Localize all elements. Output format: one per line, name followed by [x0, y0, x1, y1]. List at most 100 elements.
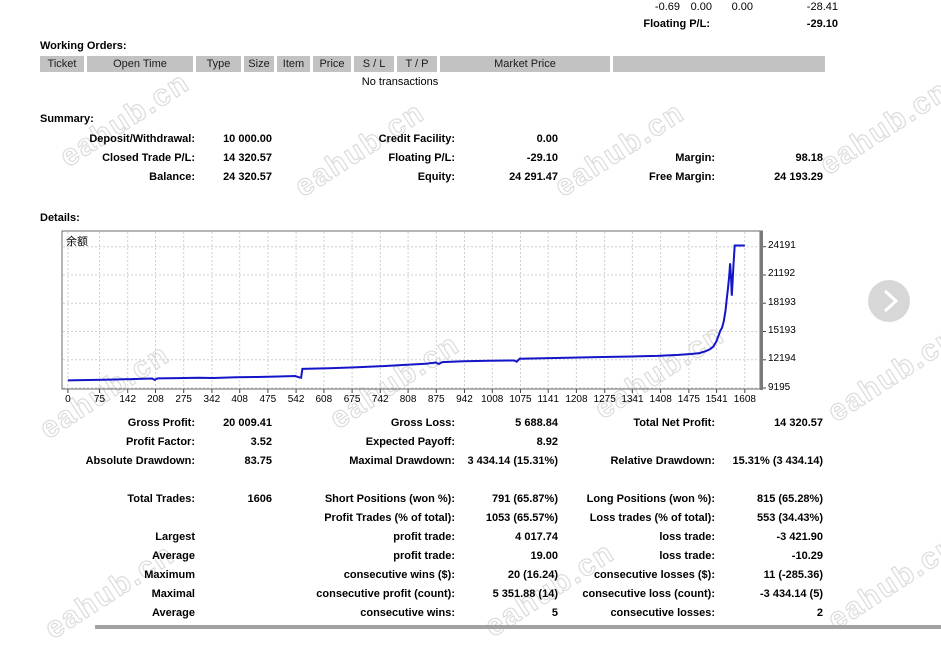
- column-header-size: Size: [244, 56, 274, 72]
- maximal-row-label: Maximal: [151, 588, 195, 600]
- largest-profit-trade-value: 4 017.74: [515, 531, 558, 543]
- x-axis-tick-label: 1608: [733, 394, 756, 405]
- working-orders-table-header: Ticket Open Time Type Size Item Price S …: [40, 56, 825, 72]
- column-header-ticket: Ticket: [40, 56, 84, 72]
- closed-trade-pl-value: 14 320.57: [223, 152, 272, 164]
- x-axis-tick-label: 1075: [509, 394, 532, 405]
- total-net-profit-value: 14 320.57: [774, 417, 823, 429]
- largest-profit-trade-label: profit trade:: [393, 531, 455, 543]
- next-image-button[interactable]: [868, 280, 910, 322]
- no-transactions-message: No transactions: [361, 76, 439, 88]
- maximal-drawdown-label: Maximal Drawdown:: [349, 455, 455, 467]
- relative-drawdown-label: Relative Drawdown:: [610, 455, 715, 467]
- average-consecutive-losses-value: 2: [816, 607, 823, 619]
- horizontal-scrollbar-thumb[interactable]: [95, 625, 941, 629]
- average-loss-trade-value: -10.29: [791, 550, 823, 562]
- consecutive-loss-label: consecutive loss (count):: [582, 588, 715, 600]
- column-header-empty: [613, 56, 825, 72]
- average-consecutive-row-label: Average: [151, 607, 195, 619]
- floating-pl-total-label: Floating P/L:: [643, 18, 710, 30]
- floating-pl-label: Floating P/L:: [388, 152, 455, 164]
- expected-payoff-label: Expected Payoff:: [365, 436, 455, 448]
- absolute-drawdown-label: Absolute Drawdown:: [85, 455, 195, 467]
- free-margin-value: 24 193.29: [774, 171, 823, 183]
- open-trade-value: 0.00: [690, 1, 712, 13]
- x-axis-tick-label: 475: [259, 394, 277, 405]
- gross-loss-value: 5 688.84: [515, 417, 558, 429]
- x-axis-tick-label: 742: [371, 394, 389, 405]
- deposit-withdrawal-label: Deposit/Withdrawal:: [89, 133, 195, 145]
- equity-value: 24 291.47: [509, 171, 558, 183]
- consecutive-losses-label: consecutive losses ($):: [593, 569, 715, 581]
- column-header-open-time: Open Time: [87, 56, 193, 72]
- x-axis-tick-label: 1341: [621, 394, 644, 405]
- column-header-sl: S / L: [354, 56, 394, 72]
- x-axis-tick-label: 1208: [565, 394, 588, 405]
- loss-trades-label: Loss trades (% of total):: [589, 512, 715, 524]
- x-axis-tick-label: 275: [175, 394, 192, 405]
- balance-curve-chart: [61, 230, 766, 393]
- margin-label: Margin:: [675, 152, 715, 164]
- x-axis-tick-label: 675: [343, 394, 361, 405]
- x-axis-tick-label: 808: [399, 394, 417, 405]
- average-consecutive-wins-value: 5: [551, 607, 558, 619]
- consecutive-wins-value: 20 (16.24): [507, 569, 558, 581]
- y-axis-tick-label: 24191: [768, 240, 796, 252]
- average-consecutive-losses-label: consecutive losses:: [610, 607, 715, 619]
- open-trade-value: -28.41: [806, 1, 838, 13]
- largest-row-label: Largest: [155, 531, 195, 543]
- balance-value: 24 320.57: [223, 171, 272, 183]
- average-row-label: Average: [151, 550, 195, 562]
- profit-factor-value: 3.52: [250, 436, 272, 448]
- column-header-item: Item: [277, 56, 310, 72]
- consecutive-profit-label: consecutive profit (count):: [316, 588, 455, 600]
- margin-value: 98.18: [795, 152, 823, 164]
- column-header-market-price: Market Price: [440, 56, 610, 72]
- expected-payoff-value: 8.92: [536, 436, 558, 448]
- maximum-row-label: Maximum: [144, 569, 195, 581]
- trading-statement-report: eahub.cn eahub.cn eahub.cn eahub.cn eahub.cn…: [33, 1, 941, 646]
- chart-series-label: 余额: [66, 236, 88, 248]
- y-axis-tick-label: 21192: [768, 268, 796, 280]
- watermark: eahub.cn: [288, 95, 431, 204]
- floating-pl-value: -29.10: [526, 152, 558, 164]
- short-positions-label: Short Positions (won %):: [324, 493, 455, 505]
- watermark: eahub.cn: [813, 73, 941, 182]
- consecutive-losses-value: 11 (-285.36): [763, 569, 823, 581]
- absolute-drawdown-value: 83.75: [244, 455, 272, 467]
- x-axis-tick-label: 75: [93, 394, 106, 405]
- profit-trades-label: Profit Trades (% of total):: [324, 512, 455, 524]
- x-axis-tick-label: 342: [203, 394, 221, 405]
- watermark: eahub.cn: [821, 528, 941, 637]
- total-trades-label: Total Trades:: [127, 493, 195, 505]
- details-title: Details:: [40, 212, 80, 224]
- total-net-profit-label: Total Net Profit:: [633, 417, 715, 429]
- column-header-tp: T / P: [397, 56, 437, 72]
- relative-drawdown-value: 15.31% (3 434.14): [732, 455, 823, 467]
- consecutive-profit-value: 5 351.88 (14): [492, 588, 558, 600]
- x-axis-tick-label: 0: [65, 394, 71, 405]
- gross-profit-value: 20 009.41: [223, 417, 272, 429]
- y-axis-tick-label: 18193: [768, 296, 796, 308]
- largest-loss-trade-label: loss trade:: [659, 531, 715, 543]
- total-trades-value: 1606: [247, 493, 272, 505]
- watermark: eahub.cn: [821, 320, 941, 429]
- x-axis-tick-label: 542: [287, 394, 305, 405]
- x-axis-tick-label: 942: [456, 394, 473, 405]
- x-axis-tick-label: 1541: [705, 394, 728, 405]
- chevron-right-icon: [883, 289, 899, 313]
- maximal-drawdown-value: 3 434.14 (15.31%): [467, 455, 558, 467]
- gross-profit-label: Gross Profit:: [127, 417, 195, 429]
- long-positions-value: 815 (65.28%): [756, 493, 823, 505]
- x-axis-tick-label: 875: [427, 394, 445, 405]
- column-header-price: Price: [313, 56, 351, 72]
- x-axis-tick-label: 608: [315, 394, 333, 405]
- gross-loss-label: Gross Loss:: [390, 417, 455, 429]
- x-axis-tick-label: 1475: [677, 394, 700, 405]
- floating-pl-total-value: -29.10: [806, 18, 838, 30]
- working-orders-title: Working Orders:: [40, 40, 127, 52]
- average-profit-trade-label: profit trade:: [393, 550, 455, 562]
- credit-facility-label: Credit Facility:: [378, 133, 455, 145]
- balance-label: Balance:: [149, 171, 195, 183]
- open-trade-value: -0.69: [654, 1, 680, 13]
